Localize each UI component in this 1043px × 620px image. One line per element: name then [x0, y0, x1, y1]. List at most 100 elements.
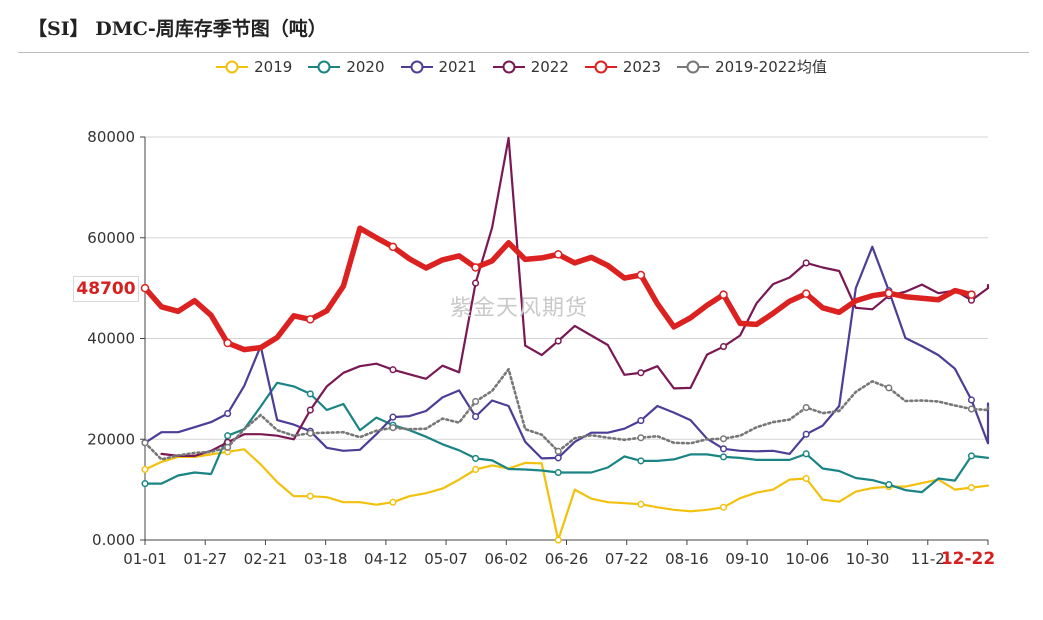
data-point [306, 406, 314, 414]
data-point [389, 413, 397, 421]
data-point [223, 338, 232, 348]
data-point [802, 474, 810, 483]
data-point [306, 492, 314, 500]
data-point [472, 397, 480, 406]
data-point [719, 503, 728, 511]
legend-label: 2023 [622, 57, 662, 76]
data-point [801, 289, 811, 298]
data-point [967, 405, 976, 413]
legend-marker-icon [584, 60, 617, 73]
series-4 [140, 225, 976, 353]
title-divider [18, 52, 1029, 53]
legend-item-2023[interactable]: 2023 [584, 56, 662, 77]
x-tick-label: 08-16 [665, 550, 709, 568]
series-1 [141, 381, 990, 494]
x-tick-label: 12-22 [941, 549, 995, 569]
x-tick-label: 10-06 [786, 550, 830, 568]
data-point [306, 429, 314, 437]
data-point [719, 290, 728, 299]
x-axis-ticks: 01-01 01-27 02-21 03-18 04-12 05-07 06-02 06-26… [123, 540, 995, 569]
data-point [802, 403, 810, 412]
data-point [554, 468, 562, 477]
legend-item-2021[interactable]: 2021 [400, 56, 477, 77]
data-point [141, 465, 149, 474]
legend-item-2022[interactable]: 2022 [492, 56, 569, 77]
y-tick-label: 80000 [87, 128, 135, 146]
data-point [389, 366, 397, 374]
legend-item-average[interactable]: 2019-2022均值 [677, 56, 827, 77]
data-point [472, 279, 480, 287]
x-tick-label: 05-07 [424, 550, 468, 568]
legend-label: 2020 [346, 57, 385, 76]
legend-item-2019[interactable]: 2019 [216, 56, 292, 77]
data-point [636, 270, 646, 280]
data-point [224, 432, 232, 440]
data-point [140, 283, 150, 293]
data-point [141, 480, 149, 488]
data-point [554, 536, 562, 544]
legend-marker-icon [677, 60, 710, 73]
y-axis-ticks: 0.000 20000 40000 60000 80000 [87, 128, 145, 549]
data-point [637, 369, 645, 377]
data-point [389, 424, 397, 432]
x-tick-label: 09-10 [725, 550, 769, 568]
data-point [224, 410, 232, 418]
series-lines [140, 136, 990, 544]
data-point [719, 435, 728, 443]
x-tick-label: 07-22 [605, 550, 649, 568]
legend-item-2020[interactable]: 2020 [308, 56, 385, 77]
series-2 [141, 245, 990, 462]
legend-label: 2019-2022均值 [715, 58, 827, 76]
legend-marker-icon [216, 60, 249, 73]
legend: 2019 2020 2021 2022 2023 2019-2022均值 [0, 56, 1043, 77]
y-tick-label: 0.000 [92, 531, 135, 549]
data-point [389, 498, 397, 506]
data-point [637, 434, 645, 442]
series-0 [141, 448, 990, 544]
current-value-label: 48700 [73, 276, 139, 302]
data-point [637, 500, 645, 508]
x-tick-label: 10-30 [846, 550, 890, 568]
legend-label: 2019 [254, 57, 293, 76]
data-point [554, 337, 562, 345]
data-point [141, 439, 149, 447]
series-5 [141, 367, 990, 461]
watermark: 紫金天风期货 [450, 296, 589, 321]
data-point [967, 290, 976, 299]
data-point [719, 445, 728, 453]
legend-label: 2021 [438, 57, 477, 76]
x-tick-label: 11-2 [911, 550, 945, 568]
series-line [143, 381, 990, 494]
data-point [637, 457, 645, 465]
data-point [306, 390, 314, 398]
x-tick-label: 06-26 [545, 550, 589, 568]
x-tick-label: 01-27 [183, 550, 227, 568]
data-point [967, 484, 976, 492]
series-line [160, 136, 990, 457]
data-point [471, 263, 480, 272]
data-point [719, 343, 728, 351]
legend-label: 2022 [530, 57, 569, 76]
grid-lines [145, 136, 988, 440]
data-point [802, 450, 810, 458]
legend-marker-icon [492, 60, 525, 73]
chart-title: 【SI】 DMC-周库存季节图（吨） [28, 18, 327, 40]
data-point [553, 250, 563, 259]
legend-marker-icon [308, 60, 341, 73]
x-tick-label: 04-12 [364, 550, 408, 568]
x-tick-label: 01-01 [123, 550, 167, 568]
data-point [554, 447, 562, 455]
data-point [554, 454, 562, 462]
series-line [143, 245, 990, 460]
data-point [802, 259, 810, 267]
data-point [472, 465, 480, 474]
data-point [472, 454, 480, 462]
data-point [388, 242, 398, 252]
x-tick-label: 03-18 [304, 550, 348, 568]
data-point [472, 413, 480, 421]
y-tick-label: 60000 [87, 229, 135, 247]
y-tick-label: 40000 [87, 330, 135, 348]
series-line [143, 367, 990, 461]
series-line [143, 448, 990, 542]
